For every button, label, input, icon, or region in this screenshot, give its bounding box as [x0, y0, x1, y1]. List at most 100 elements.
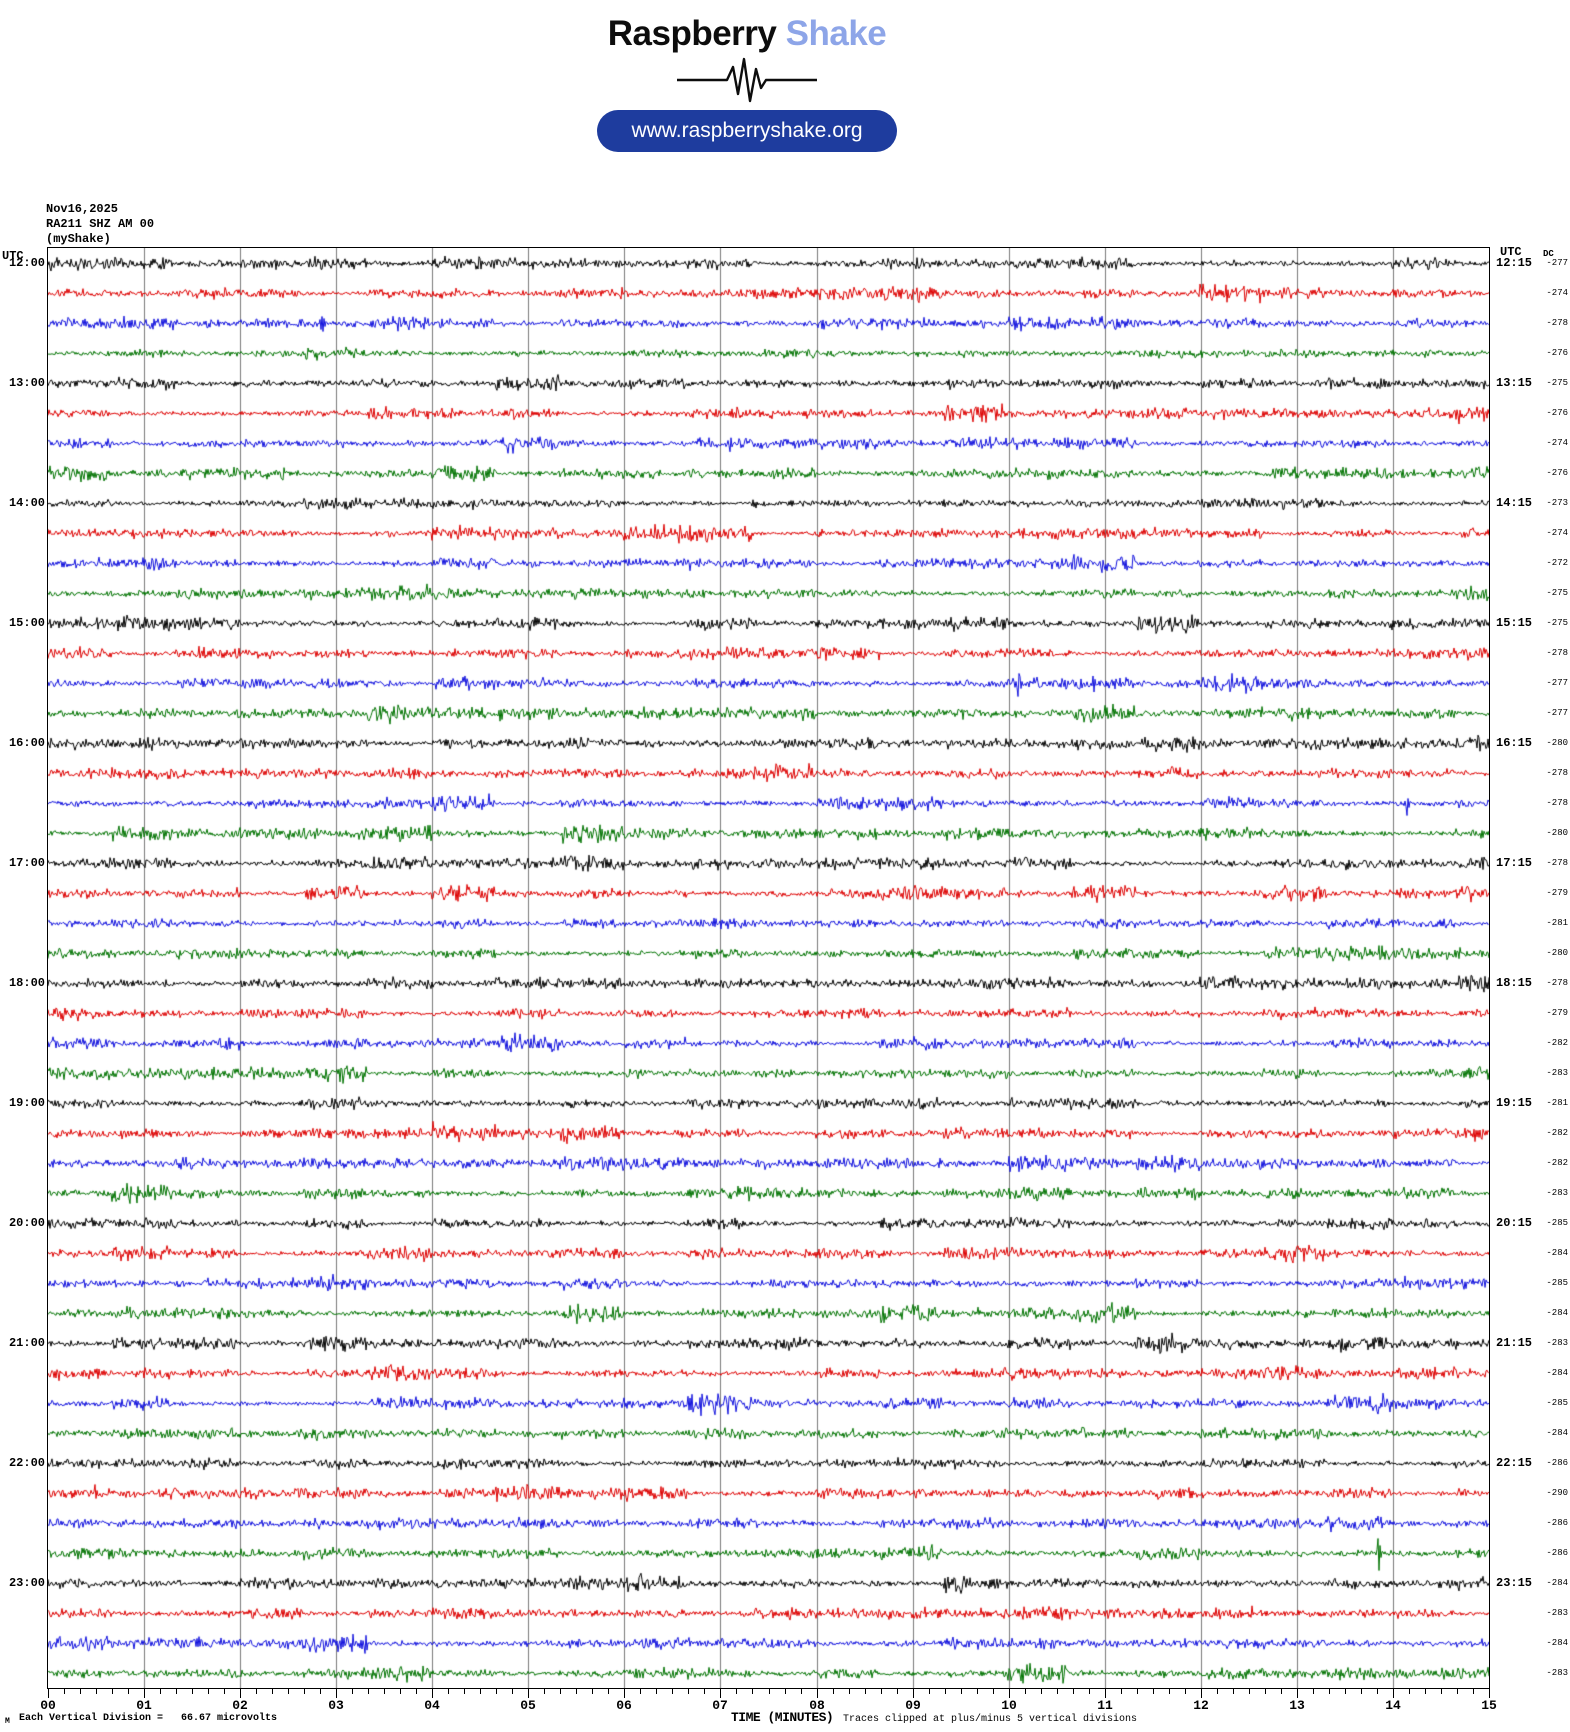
dc-value: -290 — [1546, 1488, 1568, 1498]
dc-value: -283 — [1546, 1188, 1568, 1198]
dc-value: -284 — [1546, 1368, 1568, 1378]
x-axis-minor-tick — [384, 1689, 385, 1694]
x-axis-minor-tick — [320, 1689, 321, 1694]
x-axis-minor-tick — [480, 1689, 481, 1694]
x-axis-tick-label: 15 — [1481, 1698, 1497, 1713]
scale-note: Each Vertical Division = 66.67 microvolt… — [19, 1713, 278, 1724]
x-axis-minor-tick — [833, 1689, 834, 1694]
x-axis-minor-tick — [752, 1689, 753, 1694]
dc-value: -284 — [1546, 1578, 1568, 1588]
hour-label-left: 14:00 — [8, 496, 45, 510]
helicorder-traces-canvas — [48, 248, 1489, 1688]
dc-value: -278 — [1546, 858, 1568, 868]
hour-label-right: 23:15 — [1496, 1576, 1533, 1590]
dc-value: -286 — [1546, 1518, 1568, 1528]
station-id: RA211 SHZ AM 00 — [46, 217, 155, 231]
x-axis-major-tick — [1489, 1689, 1490, 1698]
x-axis-minor-tick — [1057, 1689, 1058, 1694]
dc-value: -283 — [1546, 1668, 1568, 1678]
hour-label-right: 14:15 — [1496, 496, 1533, 510]
dc-value: -279 — [1546, 1008, 1568, 1018]
dc-value: -282 — [1546, 1158, 1568, 1168]
corner-glyph: M — [5, 1717, 10, 1726]
x-axis-major-tick — [720, 1689, 721, 1698]
x-axis-tick-label: 12 — [1193, 1698, 1209, 1713]
hour-label-right: 21:15 — [1496, 1336, 1533, 1350]
x-axis-title: TIME (MINUTES) — [731, 1710, 834, 1725]
dc-value: -278 — [1546, 768, 1568, 778]
hour-label-right: 12:15 — [1496, 256, 1533, 270]
x-axis-major-tick — [528, 1689, 529, 1698]
hour-label-right: 17:15 — [1496, 856, 1533, 870]
dc-value: -285 — [1546, 1278, 1568, 1288]
hour-label-right: 20:15 — [1496, 1216, 1533, 1230]
dc-value: -278 — [1546, 978, 1568, 988]
x-axis-major-tick — [1201, 1689, 1202, 1698]
x-axis-major-tick — [48, 1689, 49, 1698]
dc-value: -283 — [1546, 1068, 1568, 1078]
dc-value: -273 — [1546, 498, 1568, 508]
x-axis-minor-tick — [112, 1689, 113, 1694]
dc-value: -283 — [1546, 1608, 1568, 1618]
dc-value: -284 — [1546, 1308, 1568, 1318]
x-axis-minor-tick — [1281, 1689, 1282, 1694]
x-axis-minor-tick — [1089, 1689, 1090, 1694]
dc-value: -272 — [1546, 558, 1568, 568]
x-axis-minor-tick — [945, 1689, 946, 1694]
x-axis-minor-tick — [496, 1689, 497, 1694]
helicorder-plot-area — [47, 247, 1490, 1689]
hour-label-left: 13:00 — [8, 376, 45, 390]
hour-label-right: 16:15 — [1496, 736, 1533, 750]
dc-value: -275 — [1546, 378, 1568, 388]
hour-label-left: 20:00 — [8, 1216, 45, 1230]
x-axis-minor-tick — [64, 1689, 65, 1694]
x-axis-minor-tick — [688, 1689, 689, 1694]
x-axis-minor-tick — [1185, 1689, 1186, 1694]
website-pill-button[interactable]: www.raspberryshake.org — [597, 110, 897, 152]
x-axis-minor-tick — [977, 1689, 978, 1694]
dc-value: -277 — [1546, 678, 1568, 688]
hour-label-left: 16:00 — [8, 736, 45, 750]
x-axis-minor-tick — [672, 1689, 673, 1694]
dc-value: -276 — [1546, 348, 1568, 358]
dc-value: -282 — [1546, 1128, 1568, 1138]
x-axis-tick-label: 05 — [520, 1698, 536, 1713]
x-axis-minor-tick — [640, 1689, 641, 1694]
x-axis-tick-label: 07 — [712, 1698, 728, 1713]
x-axis-minor-tick — [801, 1689, 802, 1694]
x-axis-major-tick — [240, 1689, 241, 1698]
x-axis-tick-label: 09 — [905, 1698, 921, 1713]
station-network: (myShake) — [46, 232, 111, 246]
dc-value: -283 — [1546, 1338, 1568, 1348]
x-axis-minor-tick — [1329, 1689, 1330, 1694]
x-axis-minor-tick — [704, 1689, 705, 1694]
dc-value: -285 — [1546, 1218, 1568, 1228]
x-axis-minor-tick — [1425, 1689, 1426, 1694]
x-axis-minor-tick — [464, 1689, 465, 1694]
x-axis-tick-label: 01 — [136, 1698, 152, 1713]
x-axis-minor-tick — [1361, 1689, 1362, 1694]
x-axis-minor-tick — [1153, 1689, 1154, 1694]
x-axis-major-tick — [432, 1689, 433, 1698]
x-axis-minor-tick — [304, 1689, 305, 1694]
x-axis-minor-tick — [881, 1689, 882, 1694]
x-axis-minor-tick — [1249, 1689, 1250, 1694]
dc-value: -286 — [1546, 1458, 1568, 1468]
x-axis-minor-tick — [1169, 1689, 1170, 1694]
x-axis-tick-label: 10 — [1001, 1698, 1017, 1713]
x-axis-minor-tick — [1441, 1689, 1442, 1694]
dc-value: -280 — [1546, 828, 1568, 838]
x-axis-minor-tick — [400, 1689, 401, 1694]
x-axis-major-tick — [624, 1689, 625, 1698]
dc-value: -284 — [1546, 1248, 1568, 1258]
x-axis-minor-tick — [897, 1689, 898, 1694]
dc-value: -280 — [1546, 738, 1568, 748]
hour-label-left: 18:00 — [8, 976, 45, 990]
dc-value: -274 — [1546, 528, 1568, 538]
x-axis-minor-tick — [1217, 1689, 1218, 1694]
dc-value: -278 — [1546, 318, 1568, 328]
dc-value: -284 — [1546, 1638, 1568, 1648]
hour-label-left: 19:00 — [8, 1096, 45, 1110]
station-date: Nov16,2025 — [46, 202, 119, 216]
